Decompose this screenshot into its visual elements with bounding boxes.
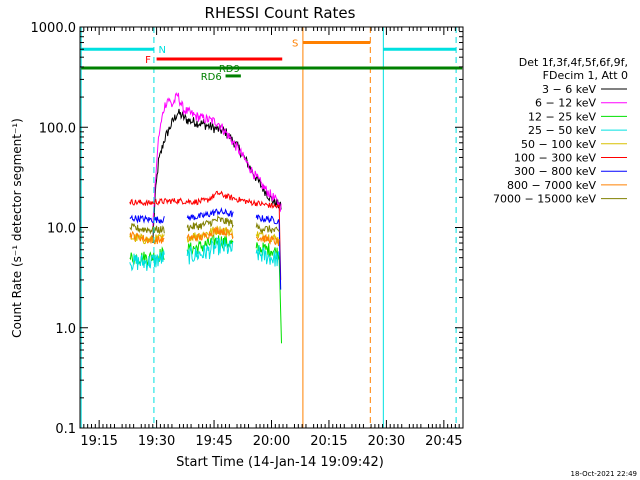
- axes: 19:15 19:30 19:45 20:00 20:15 20:30 20:45 0.1 1.…: [31, 21, 463, 449]
- series-3-6-kev: [152, 108, 282, 244]
- x-tick-label: 20:00: [253, 434, 290, 449]
- series-7000-15000-kev: [130, 216, 462, 233]
- y-tick-label: 100.0: [39, 121, 76, 136]
- series-100-300-kev: [130, 191, 462, 280]
- legend-label-25-50-kev: 25 − 50 keV: [528, 124, 596, 137]
- flag-label-n: N: [159, 45, 166, 56]
- x-tick-label: 20:30: [368, 434, 405, 449]
- flag-label-f: F: [145, 55, 151, 66]
- chart-title: RHESSI Count Rates: [205, 4, 356, 22]
- x-tick-label: 19:15: [80, 434, 117, 449]
- flag-label-rd6: RD6: [201, 72, 222, 83]
- legend-header-line: Det 1f,3f,4f,5f,6f,9f,: [519, 56, 628, 69]
- series-25-50-kev: [130, 238, 462, 271]
- legend-label-3-6-kev: 3 − 6 keV: [542, 83, 596, 96]
- flag-label-s: S: [292, 39, 298, 50]
- x-tick-label: 19:30: [138, 434, 175, 449]
- legend-label-50-100-kev: 50 − 100 keV: [521, 138, 596, 151]
- legend-label-7000-15000-kev: 7000 − 15000 keV: [493, 193, 596, 206]
- series-12-25-kev: [130, 235, 462, 343]
- y-tick-label: 1000.0: [31, 21, 77, 36]
- y-tick-label: 0.1: [55, 422, 76, 437]
- y-axis-label: Count Rate (s⁻¹ detector segment⁻¹): [10, 118, 24, 338]
- generation-timestamp: 18-Oct-2021 22:49: [571, 470, 637, 478]
- legend-label-300-800-kev: 300 − 800 keV: [514, 165, 596, 178]
- y-tick-label: 1.0: [55, 322, 76, 337]
- legend-label-800-7000-kev: 800 − 7000 keV: [507, 179, 596, 192]
- series-50-100-kev: [130, 226, 462, 244]
- series-300-800-kev: [130, 209, 462, 290]
- series-6-12-kev: [152, 92, 282, 228]
- legend-label-12-25-kev: 12 − 25 keV: [528, 110, 596, 123]
- series-layer: [130, 92, 462, 343]
- legend: Det 1f,3f,4f,5f,6f,9f,FDecim 1, Att 03 −…: [493, 56, 628, 206]
- x-tick-label: 20:45: [425, 434, 462, 449]
- legend-header-line: FDecim 1, Att 0: [543, 69, 628, 82]
- flag-label-rd9: RD9: [219, 64, 240, 75]
- interval-lines: [80, 27, 457, 428]
- y-tick-label: 10.0: [47, 222, 76, 237]
- x-tick-label: 19:45: [195, 434, 232, 449]
- legend-label-100-300-kev: 100 − 300 keV: [514, 152, 596, 165]
- series-800-7000-kev: [130, 225, 462, 246]
- x-axis-label: Start Time (14-Jan-14 19:09:42): [176, 455, 384, 470]
- x-tick-label: 20:15: [310, 434, 347, 449]
- legend-label-6-12-kev: 6 − 12 keV: [535, 97, 596, 110]
